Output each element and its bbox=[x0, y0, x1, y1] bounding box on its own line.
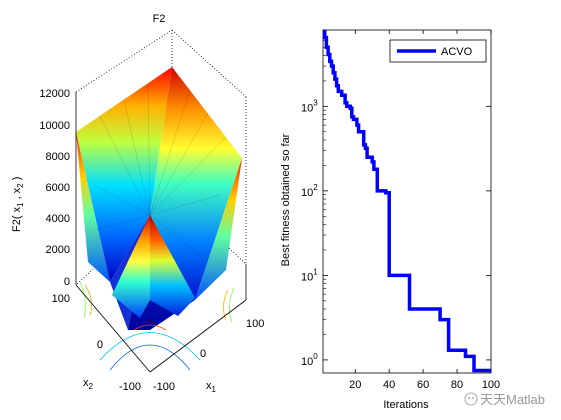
watermark: 天天Matlab bbox=[464, 392, 545, 407]
surface-wing-right bbox=[195, 158, 242, 300]
plot-frame bbox=[322, 29, 492, 374]
x2-tick-label: -100 bbox=[119, 381, 141, 393]
z-tick-label: 12000 bbox=[39, 88, 70, 100]
y-tick-label: 102 bbox=[301, 183, 318, 199]
y-tick-label: 101 bbox=[301, 267, 318, 283]
x-tick-label: 80 bbox=[451, 379, 463, 391]
surface-peak-front-right bbox=[150, 215, 195, 316]
y-axis-label: Best fitness obtained so far bbox=[280, 133, 292, 266]
x-tick-label: 40 bbox=[383, 379, 395, 391]
y-tick-label: 100 bbox=[301, 352, 318, 368]
y-tick-label: 103 bbox=[301, 98, 318, 114]
z-tick-label: 10000 bbox=[39, 120, 70, 132]
legend: ACVO bbox=[389, 39, 487, 63]
z-ticks: 12000 10000 8000 6000 4000 2000 0 bbox=[39, 88, 70, 288]
watermark-logo-icon-inner bbox=[472, 397, 474, 399]
x2-axis bbox=[75, 284, 151, 373]
legend-label-acvo: ACVO bbox=[441, 46, 473, 58]
x1-tick-label: -100 bbox=[153, 381, 175, 393]
x-tick-label: 100 bbox=[482, 379, 500, 391]
x1-axis-label: x1 bbox=[206, 380, 217, 394]
surface-mesh bbox=[85, 83, 227, 261]
z-tick-label: 6000 bbox=[46, 182, 70, 194]
x-axis-label: Iterations bbox=[383, 399, 429, 411]
x-axis-ticks: 20 40 60 80 100 bbox=[349, 30, 500, 391]
watermark-logo-icon-inner bbox=[468, 397, 470, 399]
surface-title: F2 bbox=[153, 13, 166, 25]
surface-peak-front bbox=[112, 215, 150, 318]
convergence-plot: 20 40 60 80 100 103 102 101 100 ACVO Iterations… bbox=[280, 29, 500, 411]
surface-face-back-left bbox=[76, 67, 172, 282]
z-axis-label: F2( x1 , x2 ) bbox=[11, 177, 25, 232]
series-line-acvo bbox=[323, 30, 491, 373]
x-tick-label: 60 bbox=[417, 379, 429, 391]
x2-tick-label: 0 bbox=[97, 339, 103, 351]
watermark-logo-icon bbox=[464, 392, 478, 406]
z-tick-label: 8000 bbox=[46, 151, 70, 163]
x1-tick-label: 100 bbox=[246, 318, 264, 330]
surface-face-back-right bbox=[150, 67, 242, 300]
x2-axis-label: x2 bbox=[83, 377, 94, 391]
floor-contours bbox=[79, 281, 235, 371]
x2-tick-label: 100 bbox=[52, 293, 70, 305]
y-axis-ticks: 103 102 101 100 bbox=[301, 29, 491, 368]
z-tick-label: 0 bbox=[64, 276, 70, 288]
legend-box bbox=[389, 39, 487, 63]
x1-tick-label: 0 bbox=[200, 348, 206, 360]
z-tick-label: 4000 bbox=[46, 213, 70, 225]
x1-axis bbox=[149, 299, 247, 373]
x1-ticks: -100 0 100 bbox=[153, 318, 264, 393]
x2-ticks: 100 0 -100 bbox=[52, 293, 141, 393]
surface-wing-left bbox=[76, 132, 110, 282]
x-tick-label: 20 bbox=[349, 379, 361, 391]
z-tick-label: 2000 bbox=[46, 244, 70, 256]
surface-plot: F2 bbox=[11, 13, 264, 394]
watermark-text: 天天Matlab bbox=[480, 392, 545, 407]
